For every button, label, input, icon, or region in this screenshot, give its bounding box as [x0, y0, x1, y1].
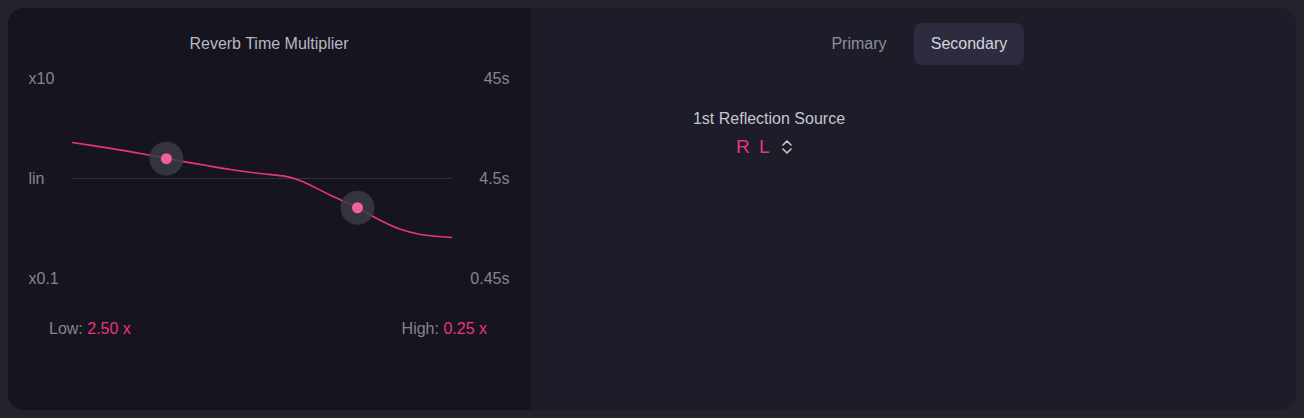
- html-text:Low: 2.50 x: Low: 2.50 x: [49, 320, 131, 337]
- svg-text:4.5s: 4.5s: [479, 170, 509, 187]
- svg-text:0.45s: 0.45s: [470, 270, 509, 287]
- html-text:1st Reflection Source: 1st Reflection Source: [693, 110, 845, 127]
- html-text:Reverb Time Multiplier: Reverb Time Multiplier: [189, 35, 349, 52]
- html-text:Primary: Primary: [831, 35, 887, 52]
- html-text:High: 0.25 x: High: 0.25 x: [401, 320, 487, 337]
- html-text:R L: R L: [736, 136, 772, 157]
- html-text:Secondary: Secondary: [930, 35, 1008, 52]
- svg-text:lin: lin: [29, 170, 45, 187]
- svg-text:45s: 45s: [484, 70, 510, 87]
- svg-text:x0.1: x0.1: [29, 270, 59, 287]
- svg-text:x10: x10: [29, 70, 55, 87]
